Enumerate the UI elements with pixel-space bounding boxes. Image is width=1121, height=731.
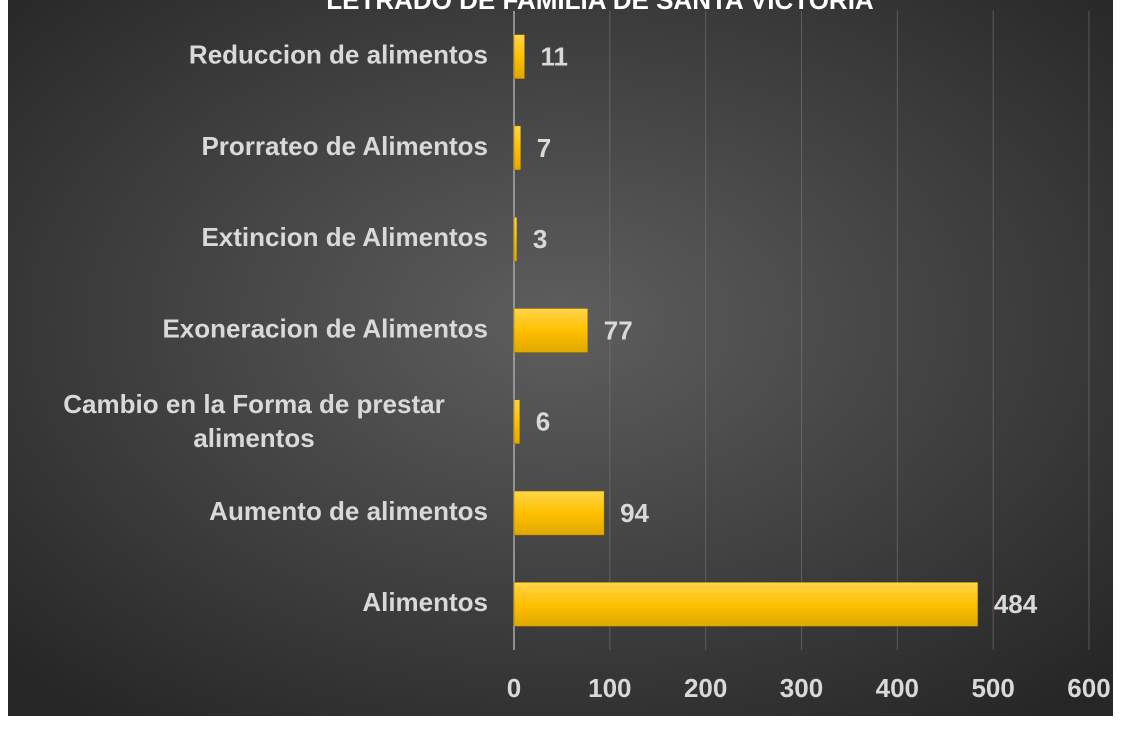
x-tick-label: 100 [588,673,631,703]
x-tick-label: 0 [507,673,521,703]
bar [513,399,520,445]
y-tick-label: Exoneracion de Alimentos [162,313,488,343]
data-label: 484 [994,589,1038,619]
y-tick-label: Aumento de alimentos [209,496,488,526]
y-tick-label: Reduccion de alimentos [189,40,488,70]
data-label: 6 [536,407,550,437]
x-tick-label: 200 [684,673,727,703]
y-tick-label: Alimentos [362,587,488,617]
bar [513,308,589,353]
x-tick-label: 600 [1067,673,1110,703]
bar [513,34,525,79]
bar [513,490,605,536]
y-tick-label: Cambio en la Forma de prestar alimentos [63,389,444,453]
data-label: 3 [533,224,547,254]
data-label: 11 [541,42,569,72]
x-tick-label: 300 [780,673,823,703]
x-tick-label: 500 [971,673,1014,703]
label-line: alimentos [193,423,314,453]
label-line: Cambio en la Forma de prestar [63,389,444,419]
bar [513,582,979,627]
y-tick-label: Extincion de Alimentos [201,222,488,252]
x-tick-label: 400 [876,673,919,703]
chart-title: LETRADO DE FAMILIA DE SANTA VICTORIA [326,0,874,15]
bar [513,216,518,262]
bar [513,125,521,171]
data-label: 7 [537,133,551,163]
data-label: 77 [604,315,633,345]
y-tick-label: Prorrateo de Alimentos [201,131,488,161]
data-label: 94 [620,498,649,528]
